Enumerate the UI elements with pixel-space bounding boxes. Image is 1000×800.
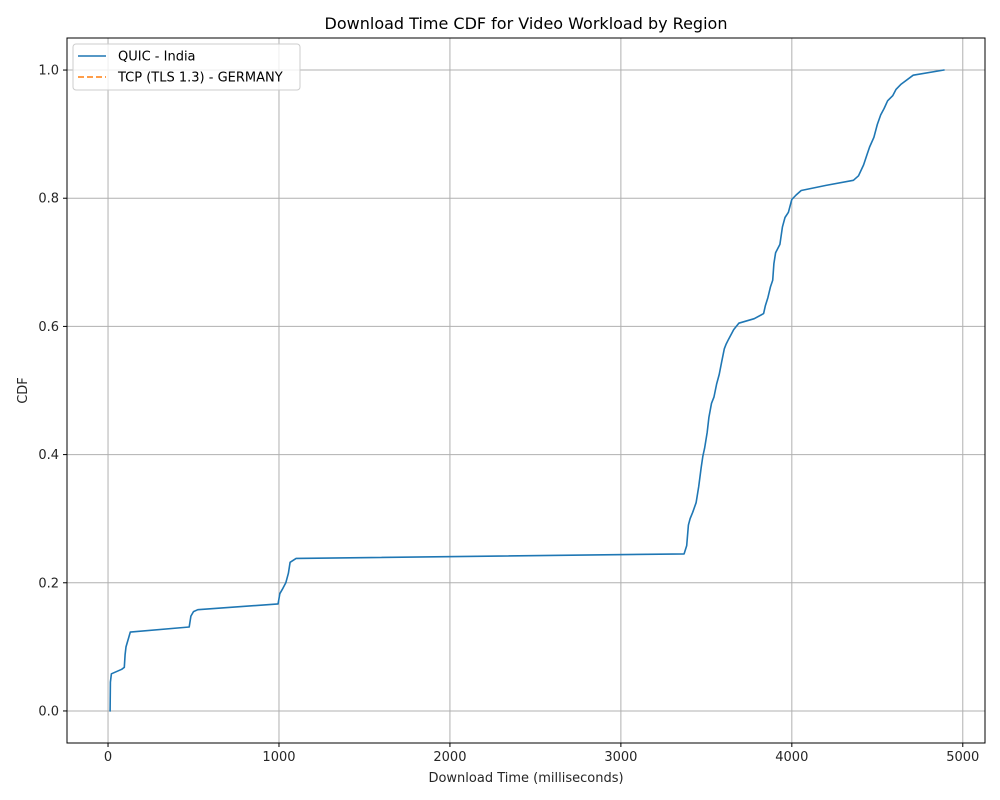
y-tick-label: 0.0 [38, 704, 59, 719]
legend-label-tcp-germany: TCP (TLS 1.3) - GERMANY [117, 71, 283, 86]
y-tick-label: 0.4 [38, 448, 59, 463]
y-tick-label: 0.6 [38, 320, 59, 335]
x-tick-label: 3000 [604, 750, 637, 765]
chart-title: Download Time CDF for Video Workload by … [325, 14, 728, 33]
y-tick-label: 0.8 [38, 192, 59, 207]
series-layer [109, 69, 945, 712]
x-tick-label: 0 [104, 750, 112, 765]
legend: QUIC - India TCP (TLS 1.3) - GERMANY [72, 43, 301, 91]
x-tick-label: 4000 [775, 750, 808, 765]
x-tick-label: 5000 [946, 750, 979, 765]
y-tick-label: 0.2 [38, 576, 59, 591]
y-axis-label: CDF [16, 377, 31, 404]
legend-label-quic-india: QUIC - India [118, 50, 196, 65]
x-tick-label: 1000 [262, 750, 295, 765]
legend-box [72, 43, 301, 91]
x-axis-label: Download Time (milliseconds) [428, 771, 623, 786]
plot-frame [66, 37, 986, 744]
ticks: 0 1000 2000 3000 4000 5000 0.0 0.2 0.4 0.6 0.8 1.0 [38, 64, 979, 765]
series-line-0 [109, 69, 945, 712]
y-tick-label: 1.0 [38, 64, 59, 79]
x-tick-label: 2000 [433, 750, 466, 765]
